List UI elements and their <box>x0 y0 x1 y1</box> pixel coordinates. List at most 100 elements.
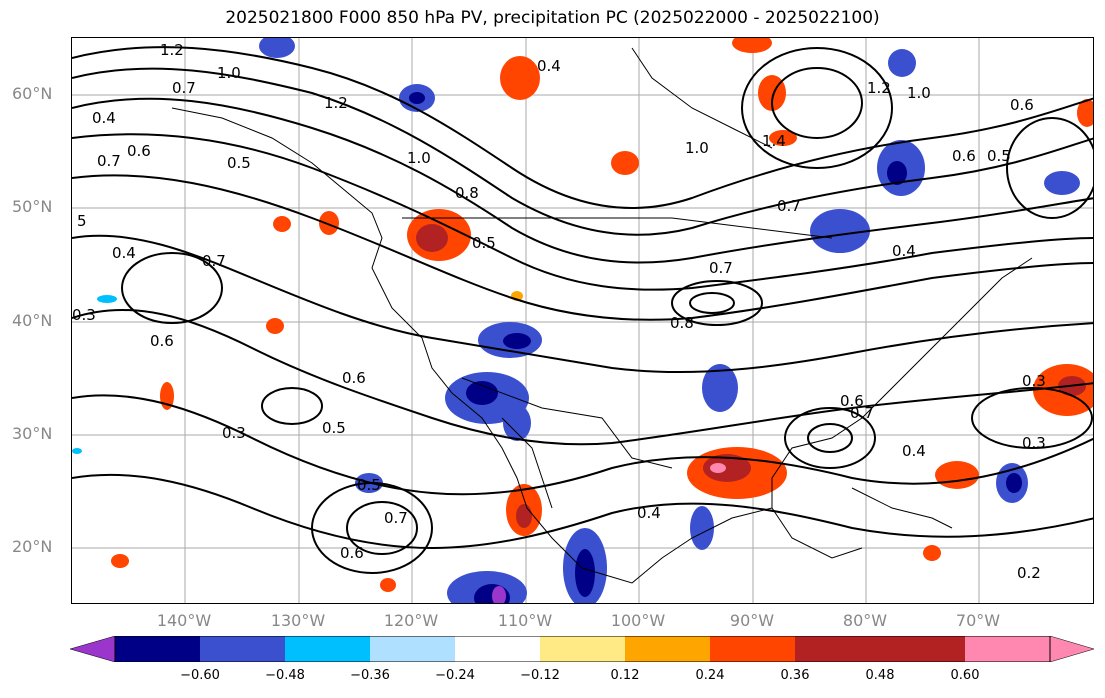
pv-contour-closed <box>971 387 1093 449</box>
contour-label: 0.6 <box>342 369 366 387</box>
hudson-coast <box>631 47 773 149</box>
contour-label: 0.4 <box>92 109 116 127</box>
contour-label: 0.5 <box>987 147 1011 165</box>
contour-label: 1.2 <box>160 41 184 59</box>
contour-label: 0.3 <box>1022 434 1046 452</box>
pos-anomaly-blob <box>273 216 291 232</box>
contour-label: 0.5 <box>472 234 496 252</box>
colorbar-tick-label: −0.24 <box>435 668 475 683</box>
pv-contour-closed <box>741 47 893 169</box>
colorbar-tick-label: −0.12 <box>520 668 560 683</box>
pv-contour-line <box>72 67 1093 236</box>
lon-label-140w: 140°W <box>156 611 212 630</box>
contour-label: 1.0 <box>907 84 931 102</box>
contour-label: 1.4 <box>762 132 786 150</box>
contour-label-group: 1.2 1.0 0.7 0.4 0.6 0.7 0.5 5 0.4 0.7 0.… <box>72 41 1046 582</box>
colorbar-tick-label: 0.60 <box>950 668 980 683</box>
pv-contour-closed <box>689 292 735 314</box>
colorbar-segment <box>710 636 795 662</box>
pos-anomaly-core <box>703 454 751 482</box>
colorbar-tick-label: 0.36 <box>780 668 810 683</box>
pv-contour-line <box>72 174 1093 321</box>
pv-contour-closed <box>261 387 323 425</box>
neg-anomaly-blob <box>97 295 117 303</box>
contour-label: 0.7 <box>202 252 226 270</box>
pv-contour-closed <box>771 67 863 139</box>
lat-label-50n: 50°N <box>12 197 53 216</box>
colorbar-tick-label: −0.36 <box>350 668 390 683</box>
lon-label-130w: 130°W <box>270 611 326 630</box>
pos-anomaly-core <box>416 224 448 252</box>
lat-label-20n: 20°N <box>12 537 53 556</box>
contour-label: 1.0 <box>685 139 709 157</box>
neg-anomaly-core <box>887 161 907 185</box>
lon-label-110w: 110°W <box>497 611 553 630</box>
pos-anomaly-core <box>516 504 532 528</box>
pos-anomaly-blob <box>319 211 339 235</box>
colorbar-segment <box>1049 636 1095 662</box>
neg-anomaly-core <box>575 549 595 597</box>
pv-contour-line <box>72 97 1093 264</box>
pv-contour-line <box>72 46 1093 209</box>
contour-label: 1.2 <box>324 94 348 112</box>
contour-label: 1.0 <box>407 149 431 167</box>
neg-anomaly-blob <box>702 364 738 412</box>
pv-contour-closed <box>311 482 433 574</box>
colorbar-segment <box>200 636 285 662</box>
colorbar-segment <box>285 636 370 662</box>
lon-label-90w: 90°W <box>729 611 775 630</box>
contour-label: 0.5 <box>227 154 251 172</box>
colorbar-segment <box>965 636 1050 662</box>
contour-label: 0.7 <box>172 79 196 97</box>
coastline-path <box>171 107 1033 584</box>
lat-label-60n: 60°N <box>12 84 53 103</box>
map-panel: 1.2 1.0 0.7 0.4 0.6 0.7 0.5 5 0.4 0.7 0.… <box>71 37 1094 604</box>
pos-anomaly-blob <box>611 151 639 175</box>
contour-label: 0.8 <box>670 314 694 332</box>
pos-anomaly-blob <box>380 578 396 592</box>
contour-label: 0.5 <box>322 419 346 437</box>
colorbar-tick-label: −0.48 <box>265 668 305 683</box>
neg-anomaly-core <box>466 381 498 405</box>
contour-label: 0.6 <box>340 544 364 562</box>
pv-contour-closed <box>784 407 876 469</box>
contour-label: 0.5 <box>357 476 381 494</box>
contour-label: 0.4 <box>902 442 926 460</box>
pv-contour-line <box>72 234 1093 373</box>
contour-label: 0.7 <box>709 259 733 277</box>
pv-contour-closed <box>807 423 853 453</box>
neg-anomaly-blob <box>810 209 870 253</box>
neg-anomaly-blob <box>1044 171 1080 195</box>
contour-label: 0.7 <box>850 404 874 422</box>
pv-contours <box>72 46 1093 574</box>
contour-label: 0.3 <box>1022 372 1046 390</box>
pos-anomaly-peak <box>710 463 726 473</box>
contour-label: 0.3 <box>72 306 96 324</box>
lon-label-80w: 80°W <box>842 611 888 630</box>
neg-anomaly-peak <box>492 586 506 603</box>
contour-label: 0.4 <box>892 242 916 260</box>
pv-contour-line <box>72 394 1093 496</box>
neg-anomaly-blob <box>72 448 82 454</box>
pv-contour-line <box>72 308 1093 446</box>
colorbar-tick-label: −0.60 <box>180 668 220 683</box>
contour-label: 0.6 <box>1010 96 1034 114</box>
contour-label: 0.6 <box>127 142 151 160</box>
contour-label: 0.8 <box>455 184 479 202</box>
pv-contour-closed <box>121 252 223 324</box>
pos-anomaly-blob <box>111 554 129 568</box>
neg-anomaly-blob <box>503 405 531 441</box>
pv-contour-line <box>72 473 1093 550</box>
lon-label-120w: 120°W <box>383 611 439 630</box>
pos-anomaly-blob <box>769 130 797 146</box>
neg-anomaly-core <box>503 333 531 349</box>
contour-label: 1.0 <box>217 64 241 82</box>
colorbar-segment <box>455 636 540 662</box>
contour-label: 0.7 <box>384 509 408 527</box>
pv-contour-line <box>72 133 1093 291</box>
contour-label: 0.3 <box>222 424 246 442</box>
colorbar-segment <box>115 636 200 662</box>
contour-label: 0.7 <box>777 197 801 215</box>
colorbar-segment <box>880 636 965 662</box>
pos-anomaly-blob <box>266 318 284 334</box>
